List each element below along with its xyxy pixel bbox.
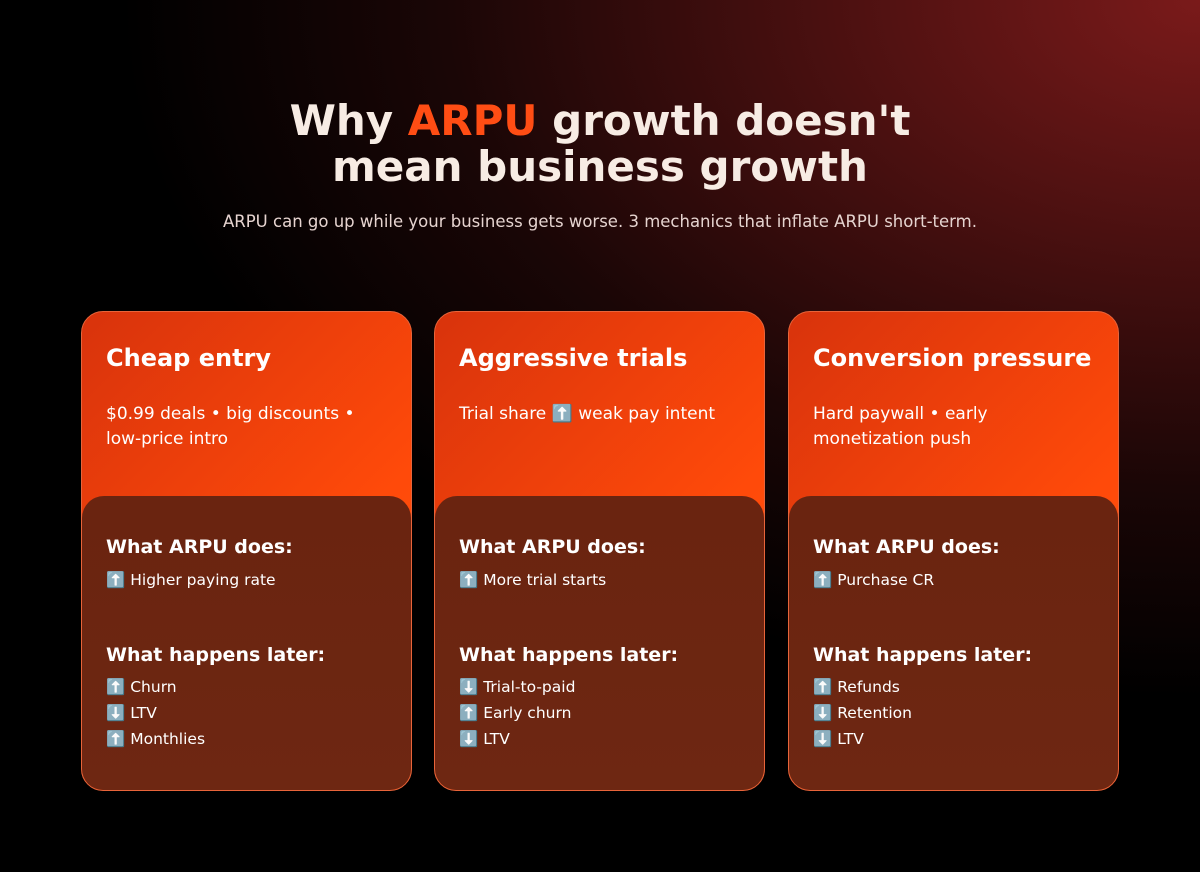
does-item: ⬆️ Purchase CR — [813, 571, 935, 589]
card-bottom: What ARPU does: ⬆️ Purchase CR What happen… — [789, 496, 1118, 790]
later-item: ⬇️ LTV — [459, 730, 510, 748]
card: Cheap entry $0.99 deals • big discounts •… — [81, 311, 412, 791]
subtitle: ARPU can go up while your business gets … — [222, 212, 977, 231]
card-title: Conversion pressure — [813, 344, 1092, 372]
title-end: growth doesn't mean business growth — [332, 96, 911, 191]
card-description: Hard paywall • early monetization push — [813, 404, 988, 449]
card-description: $0.99 deals • big discounts • low-price … — [106, 404, 355, 449]
title-start: Why — [289, 96, 394, 145]
does-item: ⬆️ Higher paying rate — [106, 571, 276, 589]
card-title: Aggressive trials — [459, 344, 688, 372]
does-item: ⬆️ More trial starts — [459, 571, 607, 589]
does-heading: What ARPU does: — [813, 536, 1000, 558]
later-item: ⬇️ Trial-to-paid — [459, 678, 576, 696]
later-item: ⬇️ LTV — [106, 704, 157, 722]
card: Conversion pressure Hard paywall • early … — [788, 311, 1119, 791]
title: Why ARPU growth doesn't mean business gr… — [0, 98, 1200, 190]
later-item: ⬆️ Monthlies — [106, 730, 206, 748]
later-heading: What happens later: — [106, 644, 326, 666]
later-item: ⬆️ Early churn — [459, 704, 572, 722]
card: Aggressive trials Trial share ⬆️ weak pay… — [434, 311, 765, 791]
title-highlight: ARPU — [407, 96, 538, 145]
later-heading: What happens later: — [813, 644, 1033, 666]
later-item: ⬆️ Churn — [106, 678, 177, 696]
does-heading: What ARPU does: — [459, 536, 646, 558]
card-bottom: What ARPU does: ⬆️ More trial starts What … — [435, 496, 764, 790]
later-item: ⬆️ Refunds — [813, 678, 900, 696]
card-title: Cheap entry — [106, 344, 272, 372]
does-heading: What ARPU does: — [106, 536, 293, 558]
card-bottom: What ARPU does: ⬆️ Higher paying rate What… — [82, 496, 411, 790]
later-item: ⬇️ Retention — [813, 704, 912, 722]
later-heading: What happens later: — [459, 644, 679, 666]
card-description: Trial share ⬆️ weak pay intent — [459, 404, 716, 424]
later-item: ⬇️ LTV — [813, 730, 864, 748]
